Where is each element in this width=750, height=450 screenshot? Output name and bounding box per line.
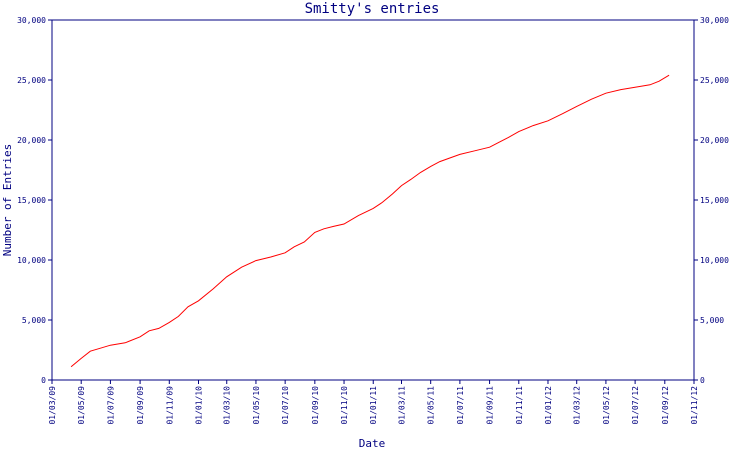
x-tick-label: 01/11/09 [165, 386, 174, 425]
y-tick-label-right: 30,000 [700, 16, 729, 25]
y-tick-label-left: 10,000 [17, 256, 46, 265]
x-tick-label: 01/09/10 [311, 386, 320, 425]
y-tick-label-left: 0 [41, 376, 46, 385]
x-tick-label: 01/05/10 [252, 386, 261, 425]
x-tick-label: 01/07/12 [631, 386, 640, 425]
x-tick-label: 01/09/12 [661, 386, 670, 425]
y-tick-label-left: 15,000 [17, 196, 46, 205]
chart-title: Smitty's entries [305, 1, 440, 17]
series-line [70, 74, 670, 368]
x-tick-label: 01/11/10 [340, 386, 349, 425]
y-tick-label-right: 25,000 [700, 76, 729, 85]
x-tick-label: 01/01/12 [544, 386, 553, 425]
x-tick-label: 01/05/11 [427, 386, 436, 425]
x-tick-label: 01/11/11 [515, 386, 524, 425]
x-tick-label: 01/07/11 [456, 386, 465, 425]
x-tick-label: 01/07/09 [106, 386, 115, 425]
y-tick-label-left: 25,000 [17, 76, 46, 85]
y-axis-label: Number of Entries [1, 144, 14, 257]
x-tick-label: 01/11/12 [690, 386, 699, 425]
y-tick-label-right: 15,000 [700, 196, 729, 205]
y-tick-label-left: 20,000 [17, 136, 46, 145]
y-tick-label-left: 5,000 [22, 316, 46, 325]
y-axis-right: 0 5,000 10,000 15,000 20,000 25,000 30,000 [694, 16, 729, 385]
x-axis-label: Date [359, 437, 386, 450]
x-tick-label: 01/03/12 [573, 386, 582, 425]
plot-border [51, 19, 695, 381]
y-tick-label-left: 30,000 [17, 16, 46, 25]
x-axis: 01/03/09 01/05/09 01/07/09 01/09/09 01/11/09… [48, 380, 699, 425]
x-tick-label: 01/03/11 [397, 386, 406, 425]
y-tick-label-right: 10,000 [700, 256, 729, 265]
x-tick-label: 01/03/10 [223, 386, 232, 425]
x-tick-label: 01/01/11 [369, 386, 378, 425]
x-tick-label: 01/07/10 [281, 386, 290, 425]
y-axis-left: 0 5,000 10,000 15,000 20,000 25,000 30,000 [17, 16, 52, 385]
x-tick-label: 01/01/10 [194, 386, 203, 425]
x-tick-label: 01/03/09 [48, 386, 57, 425]
x-tick-label: 01/05/09 [77, 386, 86, 425]
x-tick-label: 01/09/11 [486, 386, 495, 425]
x-tick-label: 01/09/09 [136, 386, 145, 425]
x-tick-label: 01/05/12 [602, 386, 611, 425]
series-group [70, 74, 670, 368]
y-tick-label-right: 0 [700, 376, 705, 385]
y-tick-label-right: 20,000 [700, 136, 729, 145]
y-tick-label-right: 5,000 [700, 316, 724, 325]
plot-frame [51, 19, 695, 381]
